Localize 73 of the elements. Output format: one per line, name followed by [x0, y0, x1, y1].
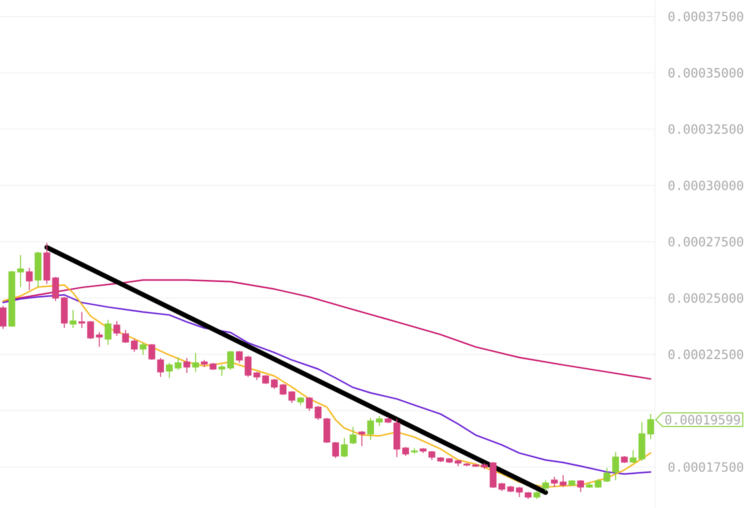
candlestick	[157, 357, 164, 378]
candlestick	[350, 426, 356, 445]
candlestick	[17, 254, 24, 288]
y-tick-label: 0.00017500	[668, 462, 744, 472]
y-tick-label: 0.00030000	[668, 180, 744, 190]
candlestick	[192, 352, 199, 372]
candlestick	[122, 330, 129, 344]
candlestick	[52, 276, 59, 302]
candlestick	[446, 457, 453, 464]
candlestick	[612, 451, 620, 481]
candlestick	[8, 270, 16, 328]
candlestick	[70, 309, 76, 329]
candlestick	[43, 242, 50, 284]
candlestick	[288, 390, 296, 404]
candlestick	[340, 437, 348, 458]
y-tick-label: 0.00032500	[668, 124, 744, 134]
candlestick	[410, 448, 418, 454]
candlestick	[367, 417, 374, 440]
candlestick	[306, 396, 313, 412]
candlestick	[244, 355, 252, 378]
candlestick	[384, 416, 392, 424]
y-tick-label: 0.00022500	[668, 350, 744, 360]
candlestick	[210, 362, 216, 370]
y-tick-label: 0.00035000	[668, 68, 744, 78]
candlestick	[174, 356, 182, 370]
candlestick	[428, 450, 436, 461]
candlestick	[270, 378, 278, 390]
candlestick	[542, 480, 550, 492]
candlestick	[236, 350, 243, 364]
candlestick	[262, 374, 269, 384]
candlestick	[524, 492, 532, 500]
candlestick	[516, 486, 523, 498]
candlestick	[26, 267, 33, 290]
candlestick	[630, 450, 637, 464]
candlestick	[358, 430, 366, 447]
candlestick	[183, 357, 190, 374]
candlestick	[620, 455, 628, 464]
candlestick	[227, 350, 234, 370]
candlestick	[376, 416, 383, 426]
candlestick	[218, 364, 226, 376]
candlestick	[140, 342, 146, 356]
candlestick	[437, 456, 444, 463]
candlestick	[280, 383, 286, 396]
candlestick	[253, 371, 260, 381]
candlestick	[60, 296, 68, 329]
candlestick	[533, 490, 540, 500]
y-tick-label: 0.00019599	[665, 414, 740, 425]
candlestick	[402, 446, 409, 456]
candlestick	[603, 467, 610, 483]
candlestick	[130, 338, 138, 352]
y-tick-label: 0.00025000	[668, 293, 744, 303]
candlestick	[166, 362, 173, 379]
candlestick	[577, 480, 584, 493]
y-tick-label: 0.00027500	[668, 236, 744, 247]
candlestick	[568, 480, 576, 486]
candlestick	[393, 418, 400, 458]
candlestick	[454, 460, 462, 467]
line-series	[2, 279, 652, 380]
candlestick	[314, 405, 322, 420]
candlestick	[323, 417, 330, 444]
y-tick-label: 0.00037500	[668, 12, 744, 22]
candlestick	[200, 359, 208, 368]
candlestick	[104, 319, 112, 346]
candlestick	[297, 396, 304, 406]
candlestick	[332, 441, 339, 458]
candlestick	[34, 251, 42, 288]
candlestick	[148, 343, 156, 360]
candlestick	[96, 332, 103, 348]
candlestick	[87, 320, 94, 340]
candlestick	[420, 448, 426, 454]
candlestick	[113, 320, 120, 336]
candlestick	[0, 305, 6, 330]
candlestick	[78, 312, 86, 329]
